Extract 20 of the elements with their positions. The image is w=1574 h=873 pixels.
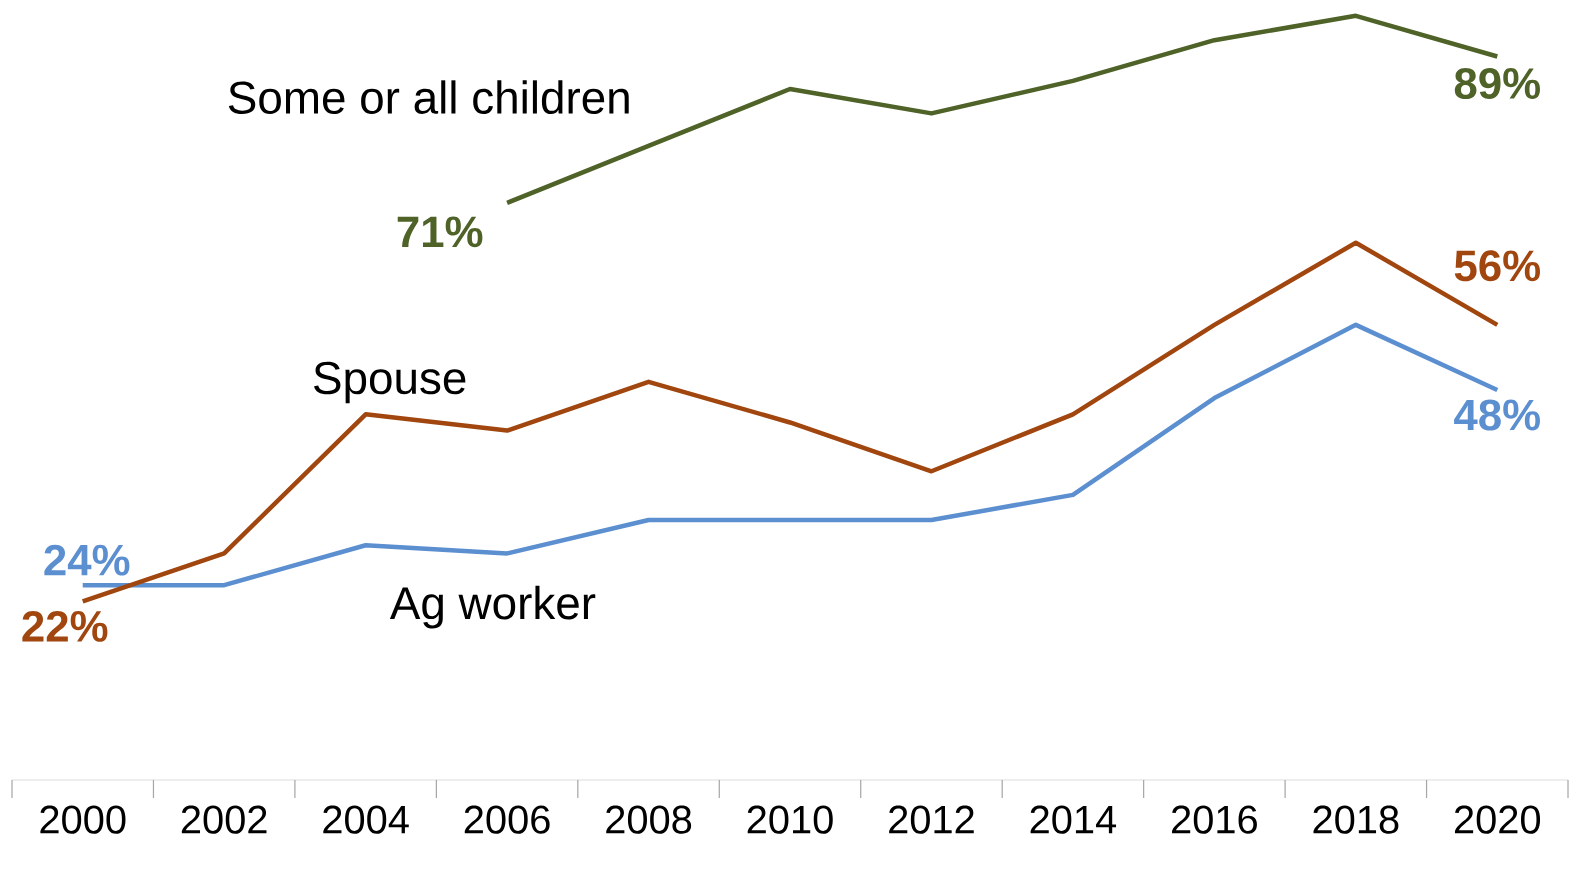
data-label: 24% [44, 544, 130, 576]
x-tick-label: 2014 [1030, 805, 1117, 834]
series-label: Ag worker [389, 585, 596, 629]
data-label: 22% [22, 610, 108, 642]
x-tick-label: 2004 [323, 805, 409, 834]
series-label: Spouse [314, 361, 466, 404]
x-tick-label: 2000 [40, 805, 126, 834]
x-tick-label: 2016 [1172, 805, 1257, 834]
data-label: 56% [1454, 250, 1540, 282]
series-label: Some or all children [228, 80, 629, 114]
data-label: 89% [1454, 67, 1540, 100]
data-label: 71% [397, 216, 483, 248]
x-tick-label: 2002 [181, 805, 267, 834]
data-label: 48% [1454, 399, 1540, 431]
x-tick-label: 2010 [747, 805, 833, 834]
x-tick-label: 2008 [606, 805, 692, 834]
x-tick-label: 2018 [1313, 805, 1399, 834]
x-tick-label: 2020 [1454, 805, 1541, 834]
x-tick-label: 2006 [464, 805, 550, 834]
x-tick-label: 2012 [889, 805, 974, 834]
